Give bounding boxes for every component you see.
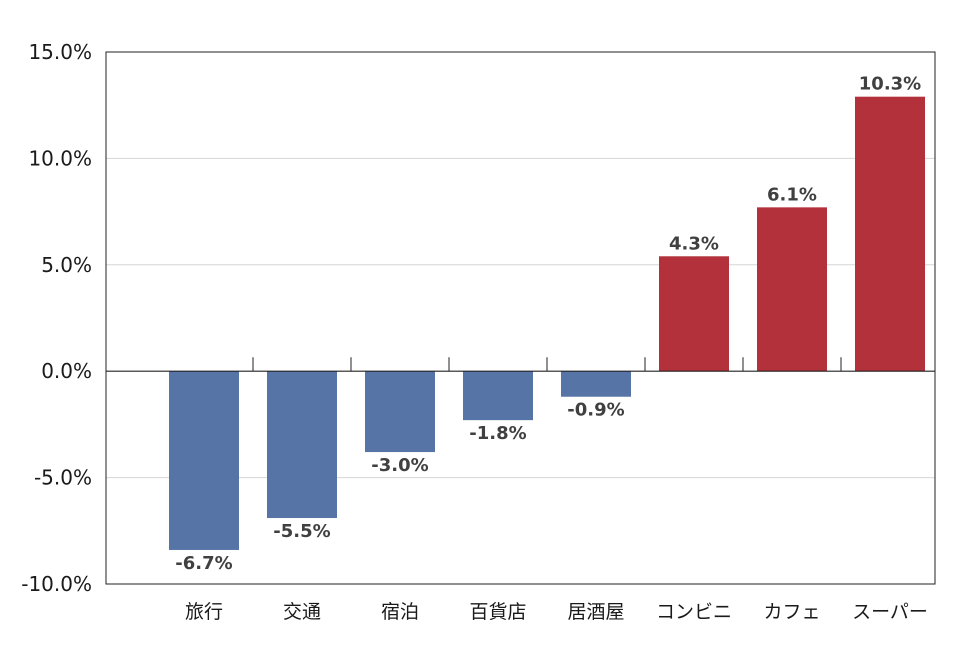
data-label: 6.1% [767, 184, 817, 205]
x-tick-label: カフェ [763, 601, 820, 623]
x-tick-label: 百貨店 [469, 601, 526, 623]
bar-2 [267, 371, 337, 519]
category-ticks [252, 357, 842, 372]
bar-7 [757, 207, 827, 372]
bar-3 [365, 371, 435, 453]
plot-frame [105, 51, 936, 585]
data-label: -5.5% [273, 521, 330, 542]
bar-4 [463, 371, 533, 421]
y-tick-label: 15.0% [28, 40, 92, 64]
data-label: 4.3% [669, 233, 719, 254]
x-tick-label: 居酒屋 [567, 601, 624, 623]
x-tick-label: 宿泊 [381, 601, 419, 623]
data-label: -1.8% [469, 423, 526, 444]
x-tick-label: 旅行 [185, 601, 223, 623]
y-tick-label: 10.0% [28, 146, 92, 170]
bar-1 [169, 371, 239, 550]
data-labels: -6.7% -5.5% -3.0% -1.8% -0.9% 4.3% 6.1% 10.3% [175, 74, 921, 574]
axes [105, 51, 936, 585]
x-tick-label: スーパー [852, 601, 928, 623]
data-label: 10.3% [859, 74, 921, 95]
y-tick-labels: 15.0% 10.0% 5.0% 0.0% -5.0% -10.0% [21, 40, 92, 596]
bar-8 [855, 96, 925, 372]
data-label: -6.7% [175, 553, 232, 574]
y-tick-label: -10.0% [21, 572, 92, 596]
x-tick-label: 交通 [283, 601, 321, 623]
bar-5 [561, 371, 631, 397]
y-tick-label: -5.0% [34, 466, 92, 490]
y-tick-label: 0.0% [41, 359, 92, 383]
y-tick-label: 5.0% [41, 253, 92, 277]
x-tick-label: コンビニ [656, 601, 732, 623]
data-label: -3.0% [371, 455, 428, 476]
data-label: -0.9% [567, 400, 624, 421]
bar-6 [659, 256, 729, 372]
x-tick-labels: 旅行 交通 宿泊 百貨店 居酒屋 コンビニ カフェ スーパー [185, 601, 928, 623]
bars [169, 96, 925, 550]
